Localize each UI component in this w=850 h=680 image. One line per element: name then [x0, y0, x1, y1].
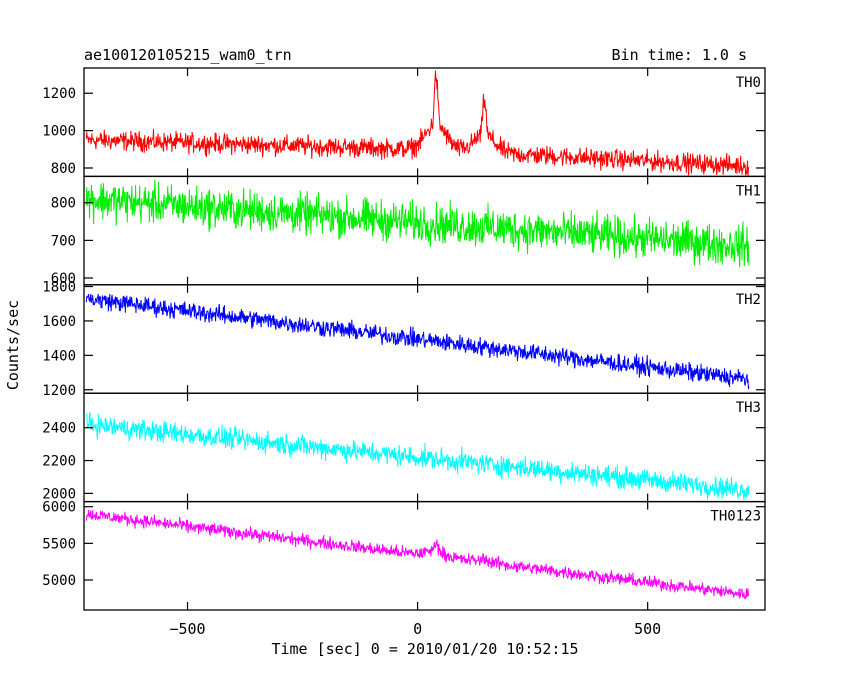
panel-label: TH2: [736, 292, 761, 308]
y-tick-label: 1000: [42, 124, 76, 140]
series-line-th0: [85, 70, 750, 176]
panel-frame: [83, 67, 766, 178]
y-tick-label: 1600: [42, 314, 76, 330]
y-tick-label: 2000: [42, 486, 76, 502]
series-line-th3: [85, 412, 750, 500]
panel-label: TH0: [736, 75, 761, 91]
panel-frame: [83, 500, 766, 611]
panel-label: TH1: [736, 183, 761, 199]
series-line-th0123: [85, 509, 750, 600]
series-line-th1: [85, 179, 750, 268]
y-tick-label: 2400: [42, 421, 76, 437]
y-tick-label: 1200: [42, 86, 76, 102]
series-line-th2: [85, 293, 750, 390]
panel-stack: 800 1000 1200 TH0 600 700 800 TH1 1200 1400 1600 18…: [42, 67, 766, 638]
x-tick-label: −500: [169, 620, 205, 638]
panel-th3: 2000 2200 2400 TH3: [42, 392, 766, 502]
y-tick-label: 600: [51, 271, 76, 287]
y-tick-label: 1200: [42, 383, 76, 399]
panel-th0: 800 1000 1200 TH0: [42, 67, 766, 178]
x-axis-label: Time [sec] 0 = 2010/01/20 10:52:15: [271, 640, 578, 658]
panel-th2: 1200 1400 1600 1800 TH2: [42, 280, 766, 399]
y-tick-label: 700: [51, 233, 76, 249]
y-tick-label: 800: [51, 161, 76, 177]
y-tick-label: 6000: [42, 500, 76, 516]
panel-frame: [83, 175, 766, 286]
y-tick-label: 2200: [42, 454, 76, 470]
y-tick-label: 1400: [42, 348, 76, 364]
y-tick-label: 1800: [42, 280, 76, 296]
panel-label: TH0123: [710, 509, 761, 525]
panel-th0123: 5000 5500 6000 TH0123: [42, 500, 766, 611]
figure-title: ae100120105215_wam0_trn: [84, 46, 292, 64]
x-tick-label: 500: [634, 620, 661, 638]
panel-label: TH3: [736, 400, 761, 416]
y-axis-label: Counts/sec: [4, 300, 22, 390]
x-tick-label: 0: [413, 620, 422, 638]
panel-frame: [83, 284, 766, 394]
y-tick-label: 800: [51, 196, 76, 212]
bin-time-label: Bin time: 1.0 s: [612, 46, 747, 64]
panel-th1: 600 700 800 TH1: [51, 175, 766, 287]
y-tick-label: 5000: [42, 573, 76, 589]
y-tick-label: 5500: [42, 536, 76, 552]
